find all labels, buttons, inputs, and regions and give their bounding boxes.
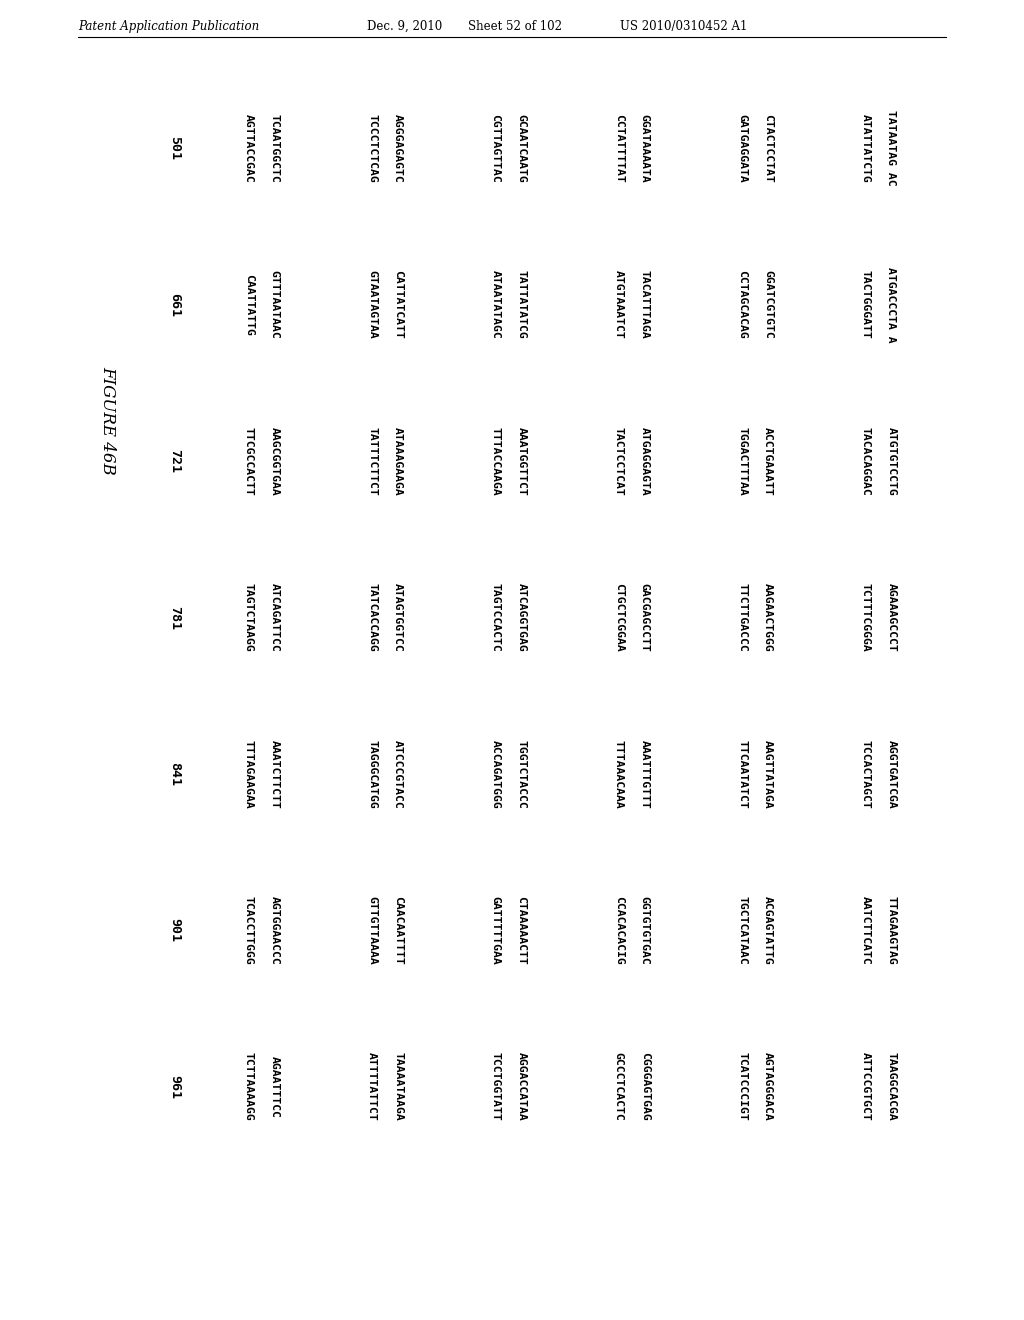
Text: TAGTCCACTC: TAGTCCACTC <box>490 583 501 652</box>
Text: AGGACCATAA: AGGACCATAA <box>516 1052 526 1121</box>
Text: AATCTTCATC: AATCTTCATC <box>860 896 870 965</box>
Text: CCTATTTTAT: CCTATTTTAT <box>613 114 624 182</box>
Text: ATCAGGTGAG: ATCAGGTGAG <box>516 583 526 652</box>
Text: GGTGTGTGAC: GGTGTGTGAC <box>640 896 649 965</box>
Text: ATGTGTCCTG: ATGTGTCCTG <box>887 426 896 495</box>
Text: 661: 661 <box>169 293 181 317</box>
Text: TATTTCTTCT: TATTTCTTCT <box>367 426 377 495</box>
Text: CGGGAGTGAG: CGGGAGTGAG <box>640 1052 649 1121</box>
Text: TCTTAAAAGG: TCTTAAAAGG <box>244 1052 254 1121</box>
Text: AAATGGTTCT: AAATGGTTCT <box>516 426 526 495</box>
Text: TGGTCTACCC: TGGTCTACCC <box>516 739 526 808</box>
Text: AGTAGGGACA: AGTAGGGACA <box>763 1052 773 1121</box>
Text: TACATTTAGA: TACATTTAGA <box>640 271 649 339</box>
Text: 501: 501 <box>169 136 181 160</box>
Text: Patent Application Publication: Patent Application Publication <box>78 20 259 33</box>
Text: TCCACTAGCT: TCCACTAGCT <box>860 739 870 808</box>
Text: 901: 901 <box>169 919 181 942</box>
Text: 781: 781 <box>169 606 181 630</box>
Text: ATATTATCTG: ATATTATCTG <box>860 114 870 182</box>
Text: TCAATGGCTC: TCAATGGCTC <box>269 114 280 182</box>
Text: TACTCCTCAT: TACTCCTCAT <box>613 426 624 495</box>
Text: GTTGTTAAAA: GTTGTTAAAA <box>367 896 377 965</box>
Text: CCACACACIG: CCACACACIG <box>613 896 624 965</box>
Text: TAGGGCATGG: TAGGGCATGG <box>367 739 377 808</box>
Text: TTCAATATCT: TTCAATATCT <box>737 739 746 808</box>
Text: TTCTTGACCC: TTCTTGACCC <box>737 583 746 652</box>
Text: ATGAGGAGTA: ATGAGGAGTA <box>640 426 649 495</box>
Text: US 2010/0310452 A1: US 2010/0310452 A1 <box>620 20 748 33</box>
Text: CAATTATTG: CAATTATTG <box>244 273 254 335</box>
Text: AAATTTGTTT: AAATTTGTTT <box>640 739 649 808</box>
Text: ATAGTGGTCC: ATAGTGGTCC <box>393 583 403 652</box>
Text: 961: 961 <box>169 1074 181 1098</box>
Text: TCCCTCTCAG: TCCCTCTCAG <box>367 114 377 182</box>
Text: TTAGAAGTAG: TTAGAAGTAG <box>887 896 896 965</box>
Text: CTACTCCTAT: CTACTCCTAT <box>763 114 773 182</box>
Text: TATTATATCG: TATTATATCG <box>516 271 526 339</box>
Text: TTTAAACAAA: TTTAAACAAA <box>613 739 624 808</box>
Text: ATCCCGTACC: ATCCCGTACC <box>393 739 403 808</box>
Text: AAGAACTGGG: AAGAACTGGG <box>763 583 773 652</box>
Text: GATTTTTGAA: GATTTTTGAA <box>490 896 501 965</box>
Text: AAGTTATAGA: AAGTTATAGA <box>763 739 773 808</box>
Text: 721: 721 <box>169 449 181 473</box>
Text: Sheet 52 of 102: Sheet 52 of 102 <box>468 20 562 33</box>
Text: TGCTCATAAC: TGCTCATAAC <box>737 896 746 965</box>
Text: CATTATCATT: CATTATCATT <box>393 271 403 339</box>
Text: TCCTGGTATT: TCCTGGTATT <box>490 1052 501 1121</box>
Text: GATGAGGATA: GATGAGGATA <box>737 114 746 182</box>
Text: TTTAGAAGAA: TTTAGAAGAA <box>244 739 254 808</box>
Text: AGAATTTCC: AGAATTTCC <box>269 1056 280 1118</box>
Text: TACTGGGATT: TACTGGGATT <box>860 271 870 339</box>
Text: TTCGCCACTT: TTCGCCACTT <box>244 426 254 495</box>
Text: Dec. 9, 2010: Dec. 9, 2010 <box>367 20 442 33</box>
Text: ATTTTATTCT: ATTTTATTCT <box>367 1052 377 1121</box>
Text: TATAATAG AC: TATAATAG AC <box>887 111 896 186</box>
Text: AGGGAGAGTC: AGGGAGAGTC <box>393 114 403 182</box>
Text: CTAAAAACTT: CTAAAAACTT <box>516 896 526 965</box>
Text: TATCACCAGG: TATCACCAGG <box>367 583 377 652</box>
Text: GGATCGTGTC: GGATCGTGTC <box>763 271 773 339</box>
Text: ATCAGATTCC: ATCAGATTCC <box>269 583 280 652</box>
Text: AAGCGGTGAA: AAGCGGTGAA <box>269 426 280 495</box>
Text: CAACAATTTT: CAACAATTTT <box>393 896 403 965</box>
Text: GGATAAAATA: GGATAAAATA <box>640 114 649 182</box>
Text: TTTACCAAGA: TTTACCAAGA <box>490 426 501 495</box>
Text: ACCTGAAATT: ACCTGAAATT <box>763 426 773 495</box>
Text: GCCCTCACTC: GCCCTCACTC <box>613 1052 624 1121</box>
Text: TAGTCTAAGG: TAGTCTAAGG <box>244 583 254 652</box>
Text: CTGCTCGGAA: CTGCTCGGAA <box>613 583 624 652</box>
Text: GTAATAGTAA: GTAATAGTAA <box>367 271 377 339</box>
Text: AGAAAGCCCT: AGAAAGCCCT <box>887 583 896 652</box>
Text: GACGAGCCTT: GACGAGCCTT <box>640 583 649 652</box>
Text: AGGTGATCGA: AGGTGATCGA <box>887 739 896 808</box>
Text: FIGURE 46B: FIGURE 46B <box>99 366 117 474</box>
Text: ATTCCGTGCT: ATTCCGTGCT <box>860 1052 870 1121</box>
Text: TGGACTTTAA: TGGACTTTAA <box>737 426 746 495</box>
Text: TAAGGCACGA: TAAGGCACGA <box>887 1052 896 1121</box>
Text: GCAATCAATG: GCAATCAATG <box>516 114 526 182</box>
Text: TCACCTTGGG: TCACCTTGGG <box>244 896 254 965</box>
Text: ATGACCCTA A: ATGACCCTA A <box>887 267 896 342</box>
Text: 841: 841 <box>169 762 181 785</box>
Text: AGTGGAACCC: AGTGGAACCC <box>269 896 280 965</box>
Text: CGTTAGTTAC: CGTTAGTTAC <box>490 114 501 182</box>
Text: TCATCCCIGT: TCATCCCIGT <box>737 1052 746 1121</box>
Text: ACGAGTATTG: ACGAGTATTG <box>763 896 773 965</box>
Text: TAAAATAAGA: TAAAATAAGA <box>393 1052 403 1121</box>
Text: ACCAGATGGG: ACCAGATGGG <box>490 739 501 808</box>
Text: CCTAGCACAG: CCTAGCACAG <box>737 271 746 339</box>
Text: GTTTAATAAC: GTTTAATAAC <box>269 271 280 339</box>
Text: TACACAGGAC: TACACAGGAC <box>860 426 870 495</box>
Text: ATAAAGAAGA: ATAAAGAAGA <box>393 426 403 495</box>
Text: TCTTTCGGGA: TCTTTCGGGA <box>860 583 870 652</box>
Text: ATGTAAATCT: ATGTAAATCT <box>613 271 624 339</box>
Text: AAATCTTCTT: AAATCTTCTT <box>269 739 280 808</box>
Text: ATAATATAGC: ATAATATAGC <box>490 271 501 339</box>
Text: AGTTACCGAC: AGTTACCGAC <box>244 114 254 182</box>
